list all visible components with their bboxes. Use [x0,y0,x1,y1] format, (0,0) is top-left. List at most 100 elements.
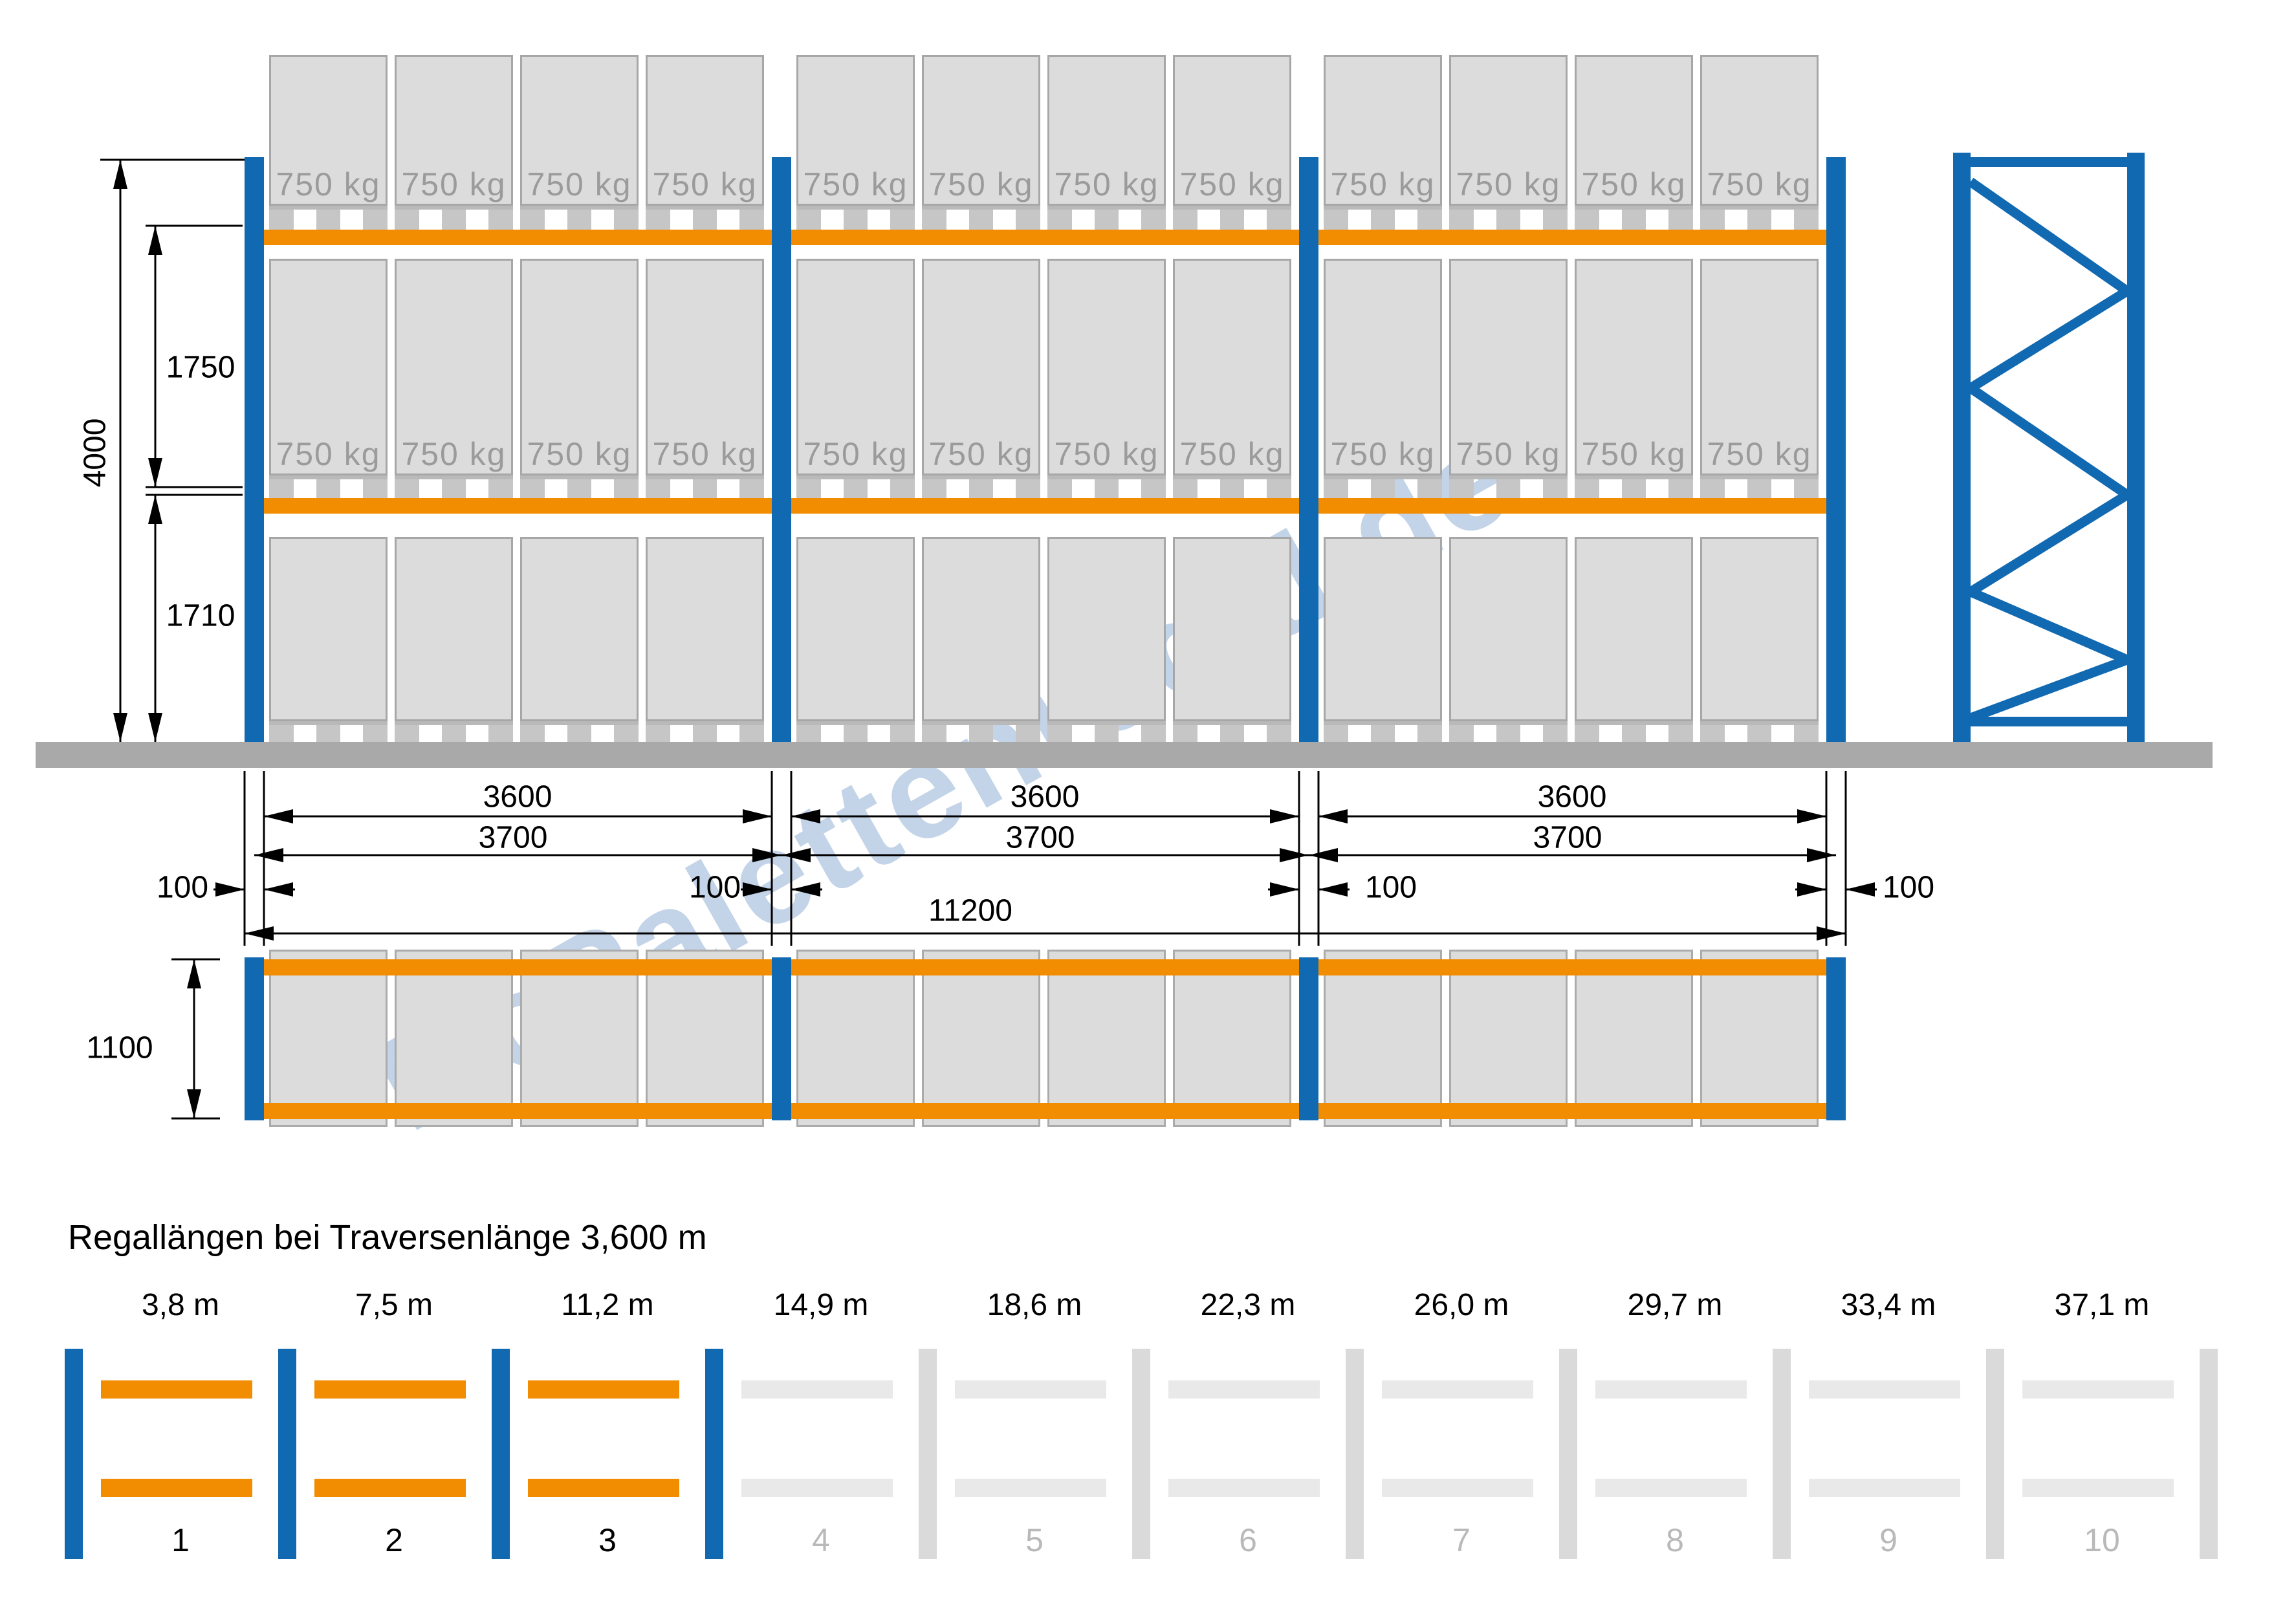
scale-upright [1559,1349,1577,1559]
pallet [922,55,1040,206]
pallet [1700,537,1819,721]
scale-beam [955,1380,1106,1399]
pallet-load-label: 750 kg [803,436,908,472]
scale-upright [705,1349,723,1559]
pallet-deck [520,475,639,479]
section-title: Regallängen bei Traversenlänge 3,600 m [68,1218,707,1257]
scale-beam [1595,1479,1747,1497]
scale-beam [1168,1380,1320,1399]
scale-length-label: 29,7 m [1627,1288,1723,1322]
scale-beam [1382,1380,1533,1399]
plan-beam [264,1103,772,1119]
pallet-feet [1047,210,1166,230]
pallet [796,55,915,206]
scale-length-label: 33,4 m [1841,1288,1936,1322]
pallet [1047,537,1166,721]
scale-bay-number: 3 [598,1522,617,1558]
pallet-feet [796,479,915,498]
scale-length-label: 22,3 m [1200,1288,1296,1322]
front-beam [791,230,1299,245]
pallet [1324,537,1442,721]
pallet-load-label: 750 kg [928,436,1034,472]
pallet-deck [395,721,513,725]
pallet-deck [922,475,1040,479]
pallet-load-label: 750 kg [1707,436,1812,472]
pallet-feet [1700,479,1819,498]
pallet-feet [520,210,639,230]
pallet-feet [269,479,388,498]
pallet-deck [1449,206,1568,210]
pallet-load-label: 750 kg [1456,436,1561,472]
rack-upright [1299,157,1318,742]
pallet [269,55,388,206]
pallet [1575,537,1693,721]
scale-length-label: 7,5 m [355,1288,433,1322]
rack-upright [772,157,791,742]
pallet-deck [1575,206,1693,210]
dim-depth: 1100 [86,1030,153,1065]
scale-beam [1382,1479,1533,1497]
dim-bay-pitch-2: 3700 [1005,820,1075,855]
pallet [269,259,388,475]
pallet-deck [1700,206,1819,210]
pallet-load-label: 750 kg [401,166,507,202]
pallet [796,259,915,475]
pallet [1173,537,1291,721]
scale-beam [955,1479,1106,1497]
pallet-feet [646,725,764,742]
pallet-load-label: 750 kg [527,166,632,202]
scale-upright [2200,1349,2218,1559]
plan-pallet [796,950,915,1127]
pallet-deck [269,206,388,210]
pallet-feet [1575,479,1693,498]
plan-pallet [395,950,513,1127]
pallet [922,537,1040,721]
pallet-load-label: 750 kg [276,436,381,472]
pallet-feet [520,479,639,498]
pallet-feet [796,725,915,742]
pallet [922,259,1040,475]
pallet-load-label: 750 kg [1179,166,1285,202]
pallet-feet [1173,725,1291,742]
pallet-feet [1449,725,1568,742]
dim-post-width-2: 100 [688,870,741,905]
scale-beam [314,1380,466,1399]
pallet [796,537,915,721]
pallet-feet [922,479,1040,498]
pallet-deck [1173,721,1291,725]
dim-upper-level: 1750 [166,350,235,385]
scale-upright [278,1349,296,1559]
dim-post-width-3: 100 [1364,870,1417,905]
pallet-deck [395,475,513,479]
scale-upright [1986,1349,2004,1559]
plan-pallet [1173,950,1291,1127]
plan-pallet [269,950,388,1127]
pallet [1575,259,1693,475]
scale-beam [2022,1479,2174,1497]
pallet [1449,537,1568,721]
pallet [1449,55,1568,206]
pallet-feet [1173,210,1291,230]
dim-post-width-1: 100 [156,870,209,905]
pallet [520,55,639,206]
pallet [395,537,513,721]
pallet [646,259,764,475]
scale-beam [1595,1380,1747,1399]
scale-length-label: 14,9 m [773,1288,869,1322]
scale-beam [1809,1479,1960,1497]
scale-beam [528,1380,679,1399]
dim-post-width-4: 100 [1882,870,1935,905]
floor [36,742,2213,768]
pallet [395,259,513,475]
pallet [520,537,639,721]
pallet-feet [1700,725,1819,742]
dim-total-height: 4000 [78,418,113,488]
pallet-feet [1324,210,1442,230]
scale-bay-number: 2 [385,1522,403,1558]
scale-upright [1346,1349,1364,1559]
pallet-feet [269,210,388,230]
pallet-load-label: 750 kg [1581,436,1687,472]
pallet-feet [1575,725,1693,742]
pallet-deck [646,475,764,479]
